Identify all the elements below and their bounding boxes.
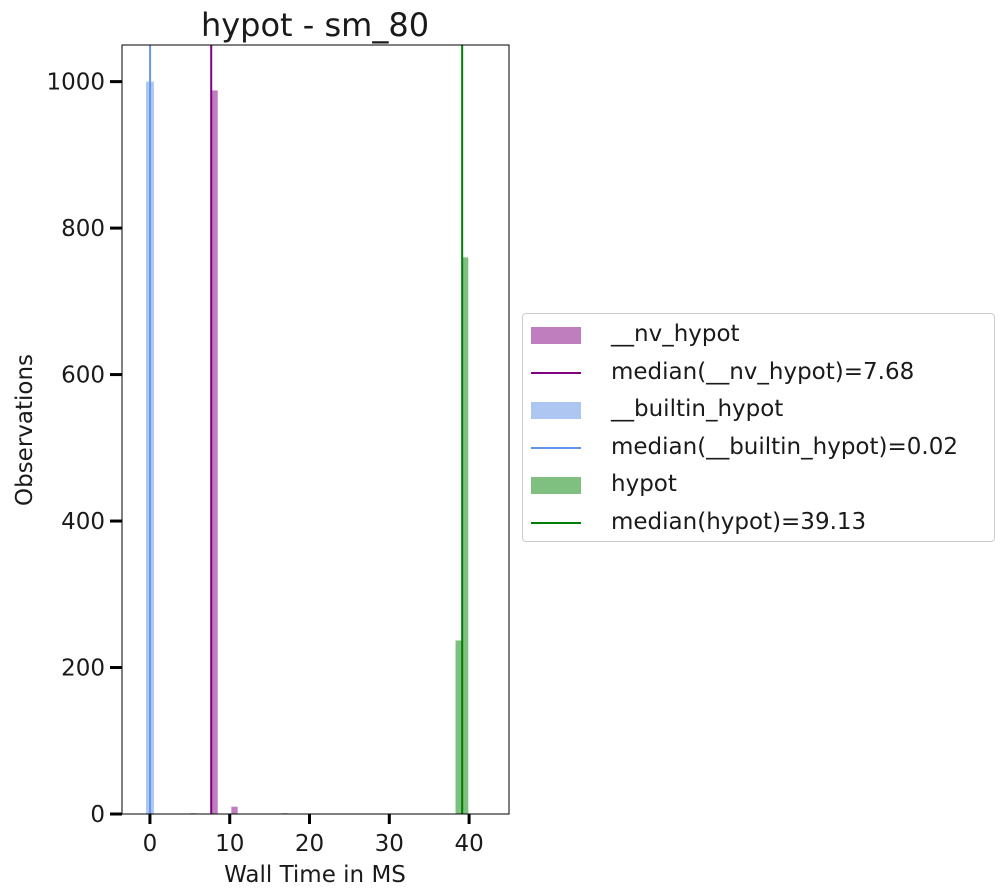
- y-tick-label: 200: [61, 656, 105, 682]
- histogram-bar: [231, 806, 238, 814]
- legend-item: hypot: [523, 467, 994, 504]
- x-tick-label: 0: [143, 831, 158, 857]
- y-tick-label: 1000: [46, 70, 105, 96]
- legend-label: median(__builtin_hypot)=0.02: [611, 433, 958, 460]
- histogram-bar: [461, 257, 469, 814]
- chart-title: hypot - sm_80: [201, 6, 429, 44]
- legend-label: __builtin_hypot: [611, 396, 784, 422]
- x-tick-label: 40: [454, 831, 483, 857]
- legend-label: median(__nv_hypot)=7.68: [611, 358, 915, 385]
- legend-line: [531, 521, 581, 524]
- legend-label: __nv_hypot: [611, 321, 740, 347]
- x-tick-label: 20: [295, 831, 324, 857]
- y-tick-label: 400: [61, 509, 105, 535]
- x-tick-label: 30: [375, 831, 404, 857]
- legend-line: [531, 446, 581, 449]
- x-tick-label: 10: [215, 831, 244, 857]
- plot-area: [145, 45, 469, 815]
- plot-frame: [121, 44, 510, 815]
- x-axis-label: Wall Time in MS: [224, 862, 406, 888]
- legend-item: __builtin_hypot: [523, 392, 994, 429]
- y-tick-label: 0: [90, 802, 105, 828]
- legend-item: median(__nv_hypot)=7.68: [523, 355, 994, 392]
- y-tick-label: 800: [61, 216, 105, 242]
- legend-patch: [531, 477, 581, 494]
- legend-item: median(hypot)=39.13: [523, 505, 994, 542]
- legend-line: [531, 371, 581, 374]
- legend-label: median(hypot)=39.13: [611, 508, 867, 535]
- histogram-bar: [455, 640, 462, 814]
- legend-item: median(__builtin_hypot)=0.02: [523, 430, 994, 467]
- legend-patch: [531, 402, 581, 419]
- y-tick-label: 600: [61, 363, 105, 389]
- legend: __nv_hypot median(__nv_hypot)=7.68 __built…: [522, 313, 995, 542]
- legend-item: __nv_hypot: [523, 317, 994, 354]
- histogram-bar: [211, 90, 218, 815]
- y-axis-label: Observations: [12, 354, 38, 506]
- legend-label: hypot: [611, 471, 677, 497]
- legend-patch: [531, 327, 581, 344]
